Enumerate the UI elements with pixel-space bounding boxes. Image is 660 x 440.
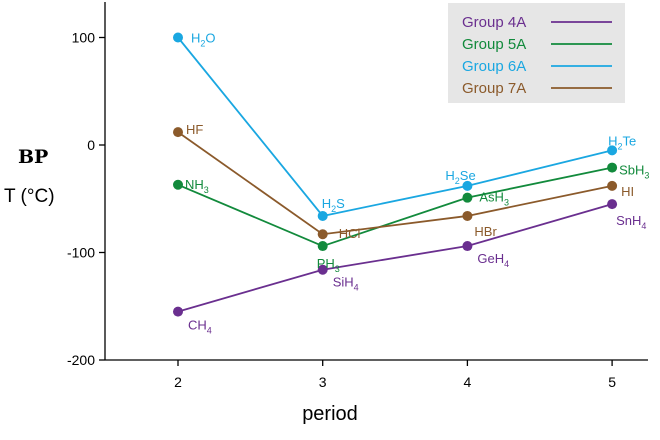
y-axis-unit: T (°C)	[4, 186, 55, 207]
series-lines: CH4 SiH4 GeH4 SnH4 NH3 PH3 AsH3 SbH3 H2O H2S H2Se H…	[173, 31, 649, 336]
x-axis-title: period	[302, 403, 358, 425]
legend-label: Group 4A	[462, 14, 526, 31]
point-label: H2Se	[445, 168, 475, 186]
y-tick-label: 0	[87, 137, 95, 153]
point-label: SnH4	[616, 213, 646, 231]
legend-label: Group 7A	[462, 80, 526, 97]
data-point	[607, 199, 618, 210]
y-tick-label: -200	[67, 352, 95, 368]
data-point	[462, 180, 473, 191]
point-label: HF	[186, 122, 203, 137]
x-tick-label: 5	[608, 374, 616, 390]
data-point	[462, 192, 473, 203]
series-line-4	[177, 131, 613, 236]
y-axis-title: BP	[18, 146, 49, 168]
point-label: H2O	[191, 31, 216, 49]
series-line-1	[177, 203, 613, 313]
point-label: PH3	[317, 256, 340, 274]
series-line-2	[177, 166, 613, 248]
point-label: CH4	[188, 318, 212, 336]
data-point	[173, 306, 183, 317]
point-label: SiH4	[333, 275, 359, 293]
x-tick-label: 3	[319, 374, 327, 390]
x-tick-label: 2	[174, 374, 182, 390]
data-point	[317, 264, 328, 275]
axes: 100 0 -100 -200 2 3 4 5	[67, 2, 648, 390]
legend-label: Group 6A	[462, 58, 526, 75]
y-tick-label: -100	[67, 245, 95, 261]
legend-label: Group 5A	[462, 36, 526, 53]
data-point	[317, 210, 328, 221]
point-label: HBr	[474, 224, 497, 239]
data-point	[607, 180, 618, 191]
point-label: AsH3	[479, 190, 509, 208]
series-line-3	[177, 36, 613, 217]
data-point	[173, 179, 183, 190]
x-tick-label: 4	[464, 374, 472, 390]
point-label: NH3	[185, 177, 209, 195]
data-point	[607, 162, 618, 173]
data-point	[317, 229, 328, 240]
data-point	[173, 127, 183, 138]
data-point	[607, 145, 618, 156]
data-point	[317, 241, 328, 252]
point-label: H2S	[322, 196, 345, 214]
point-label: SbH3	[619, 163, 649, 181]
point-label: H2Te	[608, 133, 636, 151]
y-tick-label: 100	[72, 30, 96, 46]
point-label: HI	[621, 184, 634, 199]
data-point	[173, 32, 183, 43]
data-point	[462, 241, 473, 252]
point-label: HCl	[339, 226, 361, 241]
data-point	[462, 210, 473, 221]
legend-box	[448, 3, 625, 103]
point-label: GeH4	[477, 251, 509, 269]
legend: Group 4A Group 5A Group 6A Group 7A	[448, 3, 625, 103]
